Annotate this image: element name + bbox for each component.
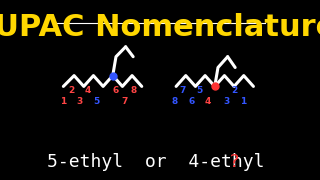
Text: 5: 5 bbox=[196, 86, 203, 95]
Text: ?: ? bbox=[229, 153, 240, 171]
Text: 7: 7 bbox=[121, 97, 128, 106]
Text: 1: 1 bbox=[240, 97, 246, 106]
Text: 7: 7 bbox=[180, 86, 186, 95]
Text: 6: 6 bbox=[188, 97, 194, 106]
Text: 2: 2 bbox=[232, 86, 238, 95]
Text: 2: 2 bbox=[68, 86, 75, 95]
Text: 3: 3 bbox=[223, 97, 229, 106]
Text: 4: 4 bbox=[204, 97, 211, 106]
Text: 8: 8 bbox=[130, 86, 136, 95]
Text: 3: 3 bbox=[76, 97, 83, 106]
Text: 8: 8 bbox=[172, 97, 178, 106]
Text: 5-ethyl  or  4-ethyl: 5-ethyl or 4-ethyl bbox=[47, 153, 264, 171]
Text: 1: 1 bbox=[60, 97, 67, 106]
Text: 4: 4 bbox=[85, 86, 91, 95]
Text: 5: 5 bbox=[93, 97, 100, 106]
Text: IUPAC Nomenclature: IUPAC Nomenclature bbox=[0, 13, 320, 42]
Text: 6: 6 bbox=[113, 86, 119, 95]
